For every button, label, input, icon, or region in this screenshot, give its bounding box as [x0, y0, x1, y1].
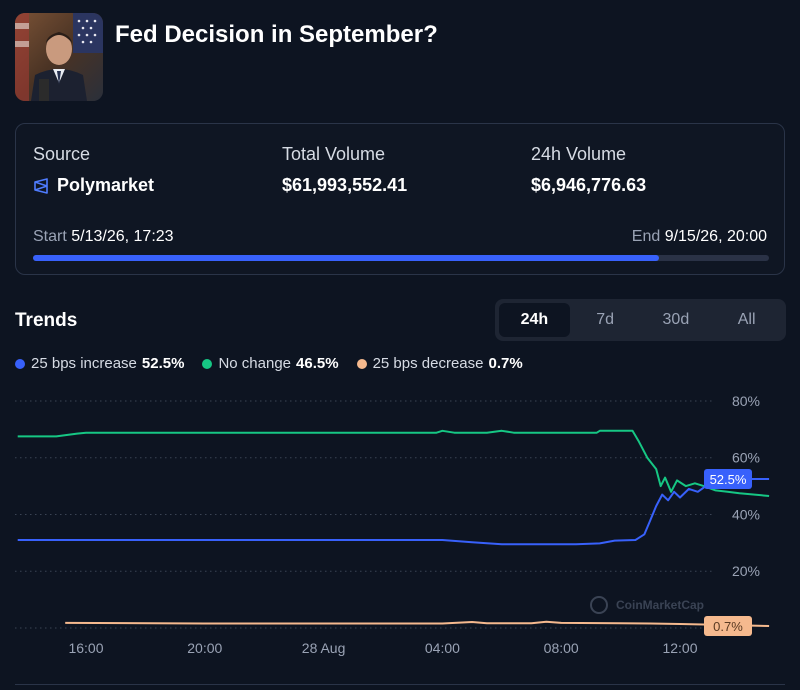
series-line-25-bps-increase — [17, 478, 770, 546]
end-label-bg — [704, 616, 752, 637]
trends-title: Trends — [15, 310, 78, 331]
legend-item-decrease[interactable]: 25 bps decrease 0.7% — [356, 355, 523, 372]
coinmarketcap-icon — [590, 596, 608, 614]
source-value[interactable]: Polymarket — [33, 175, 154, 196]
source-name: Polymarket — [57, 175, 155, 195]
end-date: End 9/15/26, 20:00 — [632, 228, 767, 246]
trend-chart[interactable]: 80% 60% 40% 20% 16:00 20:00 28 Aug 04:00 08:00 12… — [0, 385, 800, 670]
legend-value-decrease: 0.7% — [488, 355, 523, 372]
x-tick-label: 08:00 — [544, 640, 579, 656]
end-label-bg — [704, 469, 752, 490]
x-tick-label: 12:00 — [662, 640, 697, 656]
legend-label-decrease: 25 bps decrease — [372, 355, 484, 372]
volume-24h-value: $6,946,776.63 — [531, 175, 647, 195]
polymarket-icon — [33, 177, 49, 194]
volume-24h-stat: 24h Volume $6,946,776.63 — [531, 144, 646, 196]
volume-24h-label: 24h Volume — [531, 144, 627, 164]
total-volume-value: $61,993,552.41 — [282, 175, 408, 195]
start-value: 5/13/26, 17:23 — [71, 228, 174, 245]
market-progress-bar — [33, 255, 769, 261]
x-tick-label: 04:00 — [425, 640, 460, 656]
source-stat: Source Polymarket — [33, 144, 154, 196]
y-tick-label: 80% — [732, 393, 760, 409]
x-tick-label: 20:00 — [187, 640, 222, 656]
tab-all[interactable]: All — [737, 311, 756, 328]
legend-dot-decrease — [356, 358, 367, 369]
legend-item-increase[interactable]: 25 bps increase 52.5% — [15, 355, 184, 372]
legend-item-no-change[interactable]: No change 46.5% — [202, 355, 339, 372]
legend-dot-increase — [15, 358, 25, 369]
end-label: End — [631, 228, 661, 245]
end-value: 9/15/26, 20:00 — [664, 228, 767, 245]
market-progress-fill — [33, 255, 659, 261]
coinmarketcap-watermark: CoinMarketCap — [616, 598, 704, 612]
x-tick-label: 28 Aug — [302, 640, 346, 656]
tab-30d[interactable]: 30d — [662, 311, 690, 328]
start-label: Start — [33, 228, 67, 245]
chart-legend: 25 bps increase 52.5% No change 46.5% 25… — [15, 355, 541, 372]
total-volume-stat: Total Volume $61,993,552.41 — [282, 144, 407, 196]
y-tick-label: 40% — [732, 506, 760, 522]
tab-24h[interactable]: 24h — [499, 303, 570, 337]
y-tick-label: 20% — [732, 563, 760, 579]
start-date: Start 5/13/26, 17:23 — [33, 228, 174, 246]
market-title: Fed Decision in September? — [115, 21, 438, 48]
legend-value-no-change: 46.5% — [296, 355, 339, 372]
legend-dot-no-change — [202, 358, 213, 369]
x-tick-label: 16:00 — [68, 640, 103, 656]
end-value-label: 0.7% — [713, 619, 743, 634]
series-line-no-change — [17, 429, 770, 497]
series-line-25-bps-decrease — [65, 620, 770, 627]
legend-label-no-change: No change — [218, 355, 292, 372]
market-header: Fed Decision in September? — [15, 13, 438, 101]
market-avatar — [15, 13, 103, 101]
time-range-tabs: 24h 7d 30d All — [495, 299, 786, 341]
tab-7d[interactable]: 7d — [596, 311, 615, 328]
end-value-label: 52.5% — [710, 472, 747, 487]
legend-label-increase: 25 bps increase — [31, 355, 137, 372]
legend-value-increase: 52.5% — [141, 355, 185, 372]
bottom-divider — [15, 684, 785, 685]
market-stats-card: Source Polymarket Total Volume $61,993,5… — [15, 123, 785, 275]
source-label: Source — [33, 144, 91, 164]
y-tick-label: 60% — [732, 450, 760, 466]
total-volume-label: Total Volume — [282, 144, 386, 164]
